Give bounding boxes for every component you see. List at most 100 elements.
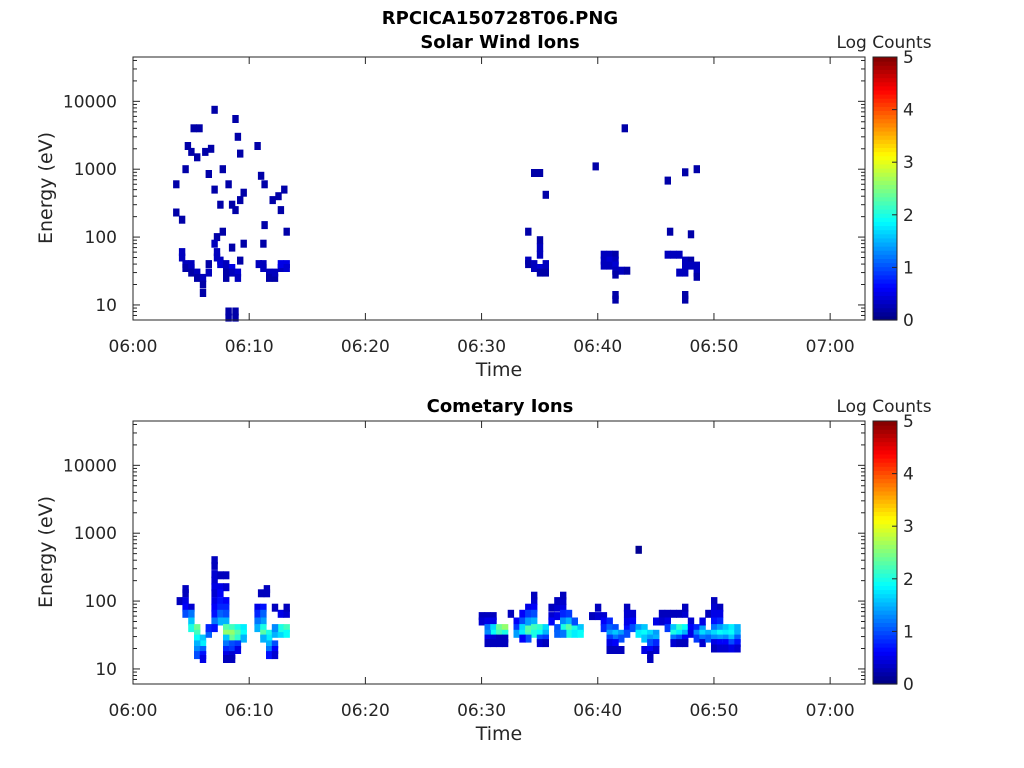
heatmap-cell <box>711 617 718 626</box>
colorbar-swatch <box>873 642 897 648</box>
heatmap-cell <box>531 597 538 606</box>
heatmap-cell <box>716 629 724 638</box>
heatmap-cell <box>484 639 491 648</box>
heatmap-cell <box>728 624 735 633</box>
heatmap-cell <box>182 597 189 606</box>
heatmap-cell <box>228 640 236 649</box>
heatmap-cell <box>670 624 677 633</box>
x-tick-label: 06:40 <box>573 701 622 721</box>
heatmap-cell <box>490 639 497 648</box>
heatmap-cell <box>525 603 532 612</box>
colorbar-swatch <box>873 237 897 243</box>
heatmap-cell <box>647 634 654 643</box>
heatmap-cell <box>513 617 520 626</box>
x-axis-label-solar-wind: Time <box>475 359 523 381</box>
heatmap-cell <box>536 264 544 272</box>
heatmap-cell <box>629 624 637 633</box>
heatmap-cell <box>676 639 683 648</box>
heatmap-cell <box>711 603 718 612</box>
figure-suptitle: RPCICA150728T06.PNG <box>382 8 618 29</box>
heatmap-cell <box>525 624 532 633</box>
heatmap-cell <box>664 617 671 626</box>
colorbar-tick-label: 4 <box>903 465 914 485</box>
heatmap-cell <box>635 624 642 633</box>
heatmap-cell <box>188 603 195 612</box>
heatmap-cell <box>271 273 279 282</box>
colorbar-swatch <box>873 93 897 99</box>
heatmap-cell <box>641 634 648 643</box>
heatmap-cell <box>213 248 221 257</box>
heatmap-cell <box>211 603 218 612</box>
heatmap-cell <box>199 273 207 282</box>
heatmap-cell <box>531 591 538 600</box>
heatmap-cell <box>554 612 561 621</box>
x-tick-label: 06:50 <box>689 701 738 721</box>
colorbar-swatch <box>873 102 897 107</box>
heatmap-cell <box>711 629 718 638</box>
heatmap-cell <box>641 646 648 654</box>
colorbar-swatch <box>873 163 897 169</box>
colorbar-swatch <box>873 593 897 599</box>
heatmap-cell <box>734 639 741 648</box>
colorbar-swatch <box>873 213 897 218</box>
colorbar-swatch <box>873 246 897 251</box>
heatmap-cell <box>213 253 221 262</box>
heatmap-cell <box>699 629 706 638</box>
heatmap-cell <box>232 313 239 322</box>
colorbar-tick-label: 3 <box>903 153 914 173</box>
heatmap-cell <box>211 597 218 606</box>
heatmap-cell <box>513 629 520 638</box>
colorbar-swatch <box>873 597 897 603</box>
heatmap-cell <box>606 646 613 654</box>
colorbar-swatch <box>873 307 897 313</box>
colorbar-tick-label: 4 <box>903 101 914 121</box>
heatmap-cell <box>501 629 509 638</box>
heatmap-cell <box>178 253 186 262</box>
x-tick-label: 06:20 <box>341 337 390 357</box>
x-tick-label: 07:00 <box>806 337 855 357</box>
heatmap-cell <box>682 634 689 643</box>
heatmap-cell <box>234 132 242 141</box>
heatmap-cell <box>716 624 724 633</box>
y-tick-label: 100 <box>85 228 117 248</box>
colorbar-swatch <box>873 241 897 247</box>
colorbar-swatch <box>873 437 897 443</box>
heatmap-cell <box>565 629 573 638</box>
colorbar-tick-label: 1 <box>903 258 914 278</box>
heatmap-cell <box>670 634 677 643</box>
heatmap-cell <box>653 617 660 626</box>
x-tick-label: 06:00 <box>109 337 158 357</box>
colorbar-swatch <box>873 527 897 533</box>
heatmap-cell <box>217 597 224 606</box>
heatmap-cell <box>266 651 273 660</box>
heatmap-cell <box>205 268 212 277</box>
heatmap-cell <box>618 634 625 643</box>
heatmap-cell <box>194 153 201 162</box>
heatmap-cell <box>676 629 683 638</box>
colorbar-swatch <box>873 573 897 578</box>
heatmap-cell <box>612 250 619 259</box>
colorbar-swatch <box>873 610 897 615</box>
colorbar-swatch <box>873 287 897 292</box>
heatmap-cell <box>271 624 279 633</box>
heatmap-cell <box>205 629 212 638</box>
heatmap-cell <box>217 589 224 598</box>
y-tick-label: 10 <box>95 296 117 316</box>
colorbar-swatch <box>873 560 897 566</box>
colorbar-swatch <box>873 457 897 463</box>
heatmap-cell <box>283 227 290 236</box>
heatmap-cell <box>734 629 741 638</box>
heatmap-cell <box>217 603 224 612</box>
heatmap-cell <box>199 655 207 663</box>
heatmap-cell <box>560 591 567 600</box>
heatmap-cell <box>205 170 212 178</box>
colorbar-swatch <box>873 200 897 206</box>
x-axis-label-cometary: Time <box>475 723 523 745</box>
heatmap-cell <box>670 639 677 648</box>
heatmap-cell <box>188 609 195 618</box>
heatmap-cell <box>205 260 212 269</box>
colorbar-swatch <box>873 126 897 132</box>
heatmap-cell <box>277 260 285 269</box>
heatmap-cell <box>501 624 509 633</box>
colorbar-swatch <box>873 176 897 181</box>
